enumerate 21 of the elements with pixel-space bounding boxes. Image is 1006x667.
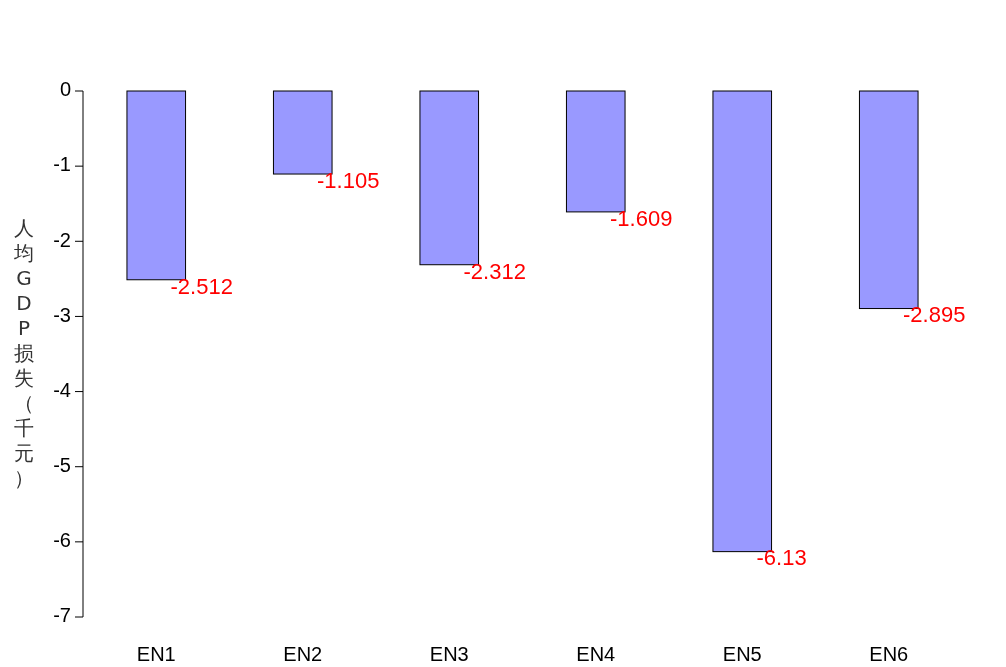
data-label: -2.512 bbox=[170, 273, 233, 299]
y-tick-label: -4 bbox=[53, 378, 71, 401]
data-label: -1.105 bbox=[317, 167, 380, 193]
data-label: -2.895 bbox=[903, 302, 966, 328]
x-tick-label: EN4 bbox=[576, 643, 616, 666]
y-tick-label: -6 bbox=[53, 529, 71, 552]
y-tick-label: -5 bbox=[53, 454, 71, 476]
y-tick-label: -7 bbox=[53, 604, 71, 627]
x-tick-label: EN1 bbox=[136, 643, 176, 666]
data-label: -1.609 bbox=[610, 205, 673, 231]
x-tick-label: EN3 bbox=[429, 643, 469, 666]
y-tick-label: 0 bbox=[59, 78, 71, 101]
x-tick-label: EN6 bbox=[869, 643, 909, 666]
data-label: -6.13 bbox=[756, 545, 807, 571]
y-tick-label: -1 bbox=[53, 153, 71, 176]
y-tick-label: -2 bbox=[53, 228, 71, 251]
data-label: -2.312 bbox=[463, 258, 526, 284]
y-tick-label: -3 bbox=[53, 303, 71, 326]
x-tick-label: EN2 bbox=[283, 643, 323, 666]
text: 人均GDP损失（千元） bbox=[14, 215, 34, 490]
x-tick-label: EN5 bbox=[722, 643, 762, 666]
